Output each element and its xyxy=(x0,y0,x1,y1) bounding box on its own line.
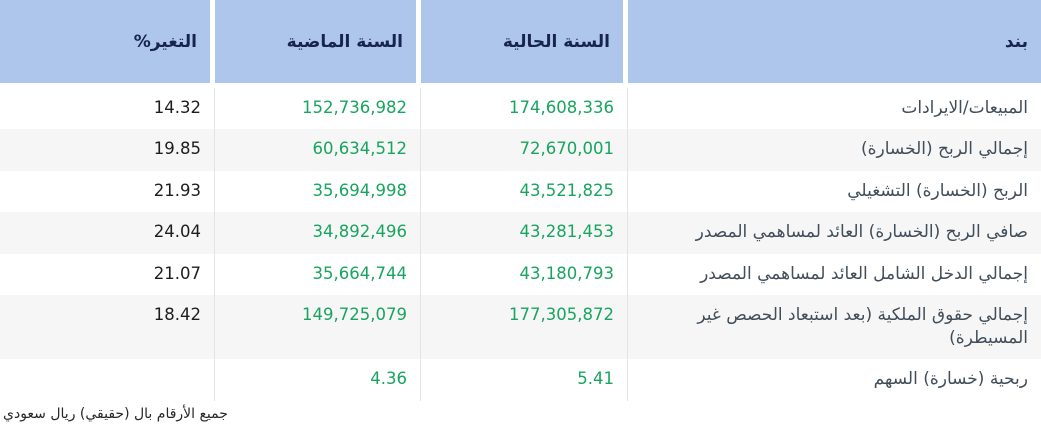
financials-table: بند السنة الحالية السنة الماضية التغير% … xyxy=(0,0,1041,401)
current-year-value-cell: 43,180,793 xyxy=(421,253,628,296)
table-row: الربح (الخسارة) التشغيلي 43,521,825 35,6… xyxy=(0,170,1041,213)
column-header-previous-year: السنة الماضية xyxy=(215,0,421,88)
table-body: المبيعات/الايرادات 174,608,336 152,736,9… xyxy=(0,88,1041,401)
item-label-cell: إجمالي الربح (الخسارة) xyxy=(628,129,1041,171)
change-pct-value-cell: 14.32 xyxy=(0,88,215,130)
currency-note: جميع الأرقام بال (حقيقي) ريال سعودي xyxy=(3,405,228,422)
item-label-cell: إجمالي حقوق الملكية (بعد استبعاد الحصص غ… xyxy=(628,295,1041,360)
previous-year-value-cell: 149,725,079 xyxy=(215,295,421,360)
change-pct-value-cell: 18.42 xyxy=(0,295,215,360)
current-year-value-cell: 5.41 xyxy=(421,359,628,401)
table-row: المبيعات/الايرادات 174,608,336 152,736,9… xyxy=(0,88,1041,130)
item-label-cell: ربحية (خسارة) السهم xyxy=(628,359,1041,401)
column-header-change-pct: التغير% xyxy=(0,0,215,88)
item-label-cell: الربح (الخسارة) التشغيلي xyxy=(628,170,1041,213)
change-pct-value-cell: 21.93 xyxy=(0,170,215,213)
change-pct-value-cell: 21.07 xyxy=(0,253,215,296)
current-year-value-cell: 174,608,336 xyxy=(421,88,628,130)
previous-year-value-cell: 35,664,744 xyxy=(215,253,421,296)
change-pct-value-cell: 19.85 xyxy=(0,129,215,171)
previous-year-value-cell: 152,736,982 xyxy=(215,88,421,130)
current-year-value-cell: 43,281,453 xyxy=(421,212,628,254)
table-row: ربحية (خسارة) السهم 5.41 4.36 xyxy=(0,359,1041,401)
column-header-item: بند xyxy=(628,0,1041,88)
header-row: بند السنة الحالية السنة الماضية التغير% xyxy=(0,0,1041,88)
previous-year-value-cell: 34,892,496 xyxy=(215,212,421,254)
item-label-cell: إجمالي الدخل الشامل العائد لمساهمي المصد… xyxy=(628,253,1041,296)
table-row: إجمالي حقوق الملكية (بعد استبعاد الحصص غ… xyxy=(0,295,1041,360)
previous-year-value-cell: 4.36 xyxy=(215,359,421,401)
previous-year-value-cell: 60,634,512 xyxy=(215,129,421,171)
column-header-current-year: السنة الحالية xyxy=(421,0,628,88)
current-year-value-cell: 43,521,825 xyxy=(421,170,628,213)
current-year-value-cell: 72,670,001 xyxy=(421,129,628,171)
previous-year-value-cell: 35,694,998 xyxy=(215,170,421,213)
item-label-cell: صافي الربح (الخسارة) العائد لمساهمي المص… xyxy=(628,212,1041,254)
table-header: بند السنة الحالية السنة الماضية التغير% xyxy=(0,0,1041,88)
table-row: صافي الربح (الخسارة) العائد لمساهمي المص… xyxy=(0,212,1041,254)
table-row: إجمالي الدخل الشامل العائد لمساهمي المصد… xyxy=(0,253,1041,296)
table-row: إجمالي الربح (الخسارة) 72,670,001 60,634… xyxy=(0,129,1041,171)
current-year-value-cell: 177,305,872 xyxy=(421,295,628,360)
item-label-cell: المبيعات/الايرادات xyxy=(628,88,1041,130)
change-pct-value-cell xyxy=(0,359,215,401)
change-pct-value-cell: 24.04 xyxy=(0,212,215,254)
